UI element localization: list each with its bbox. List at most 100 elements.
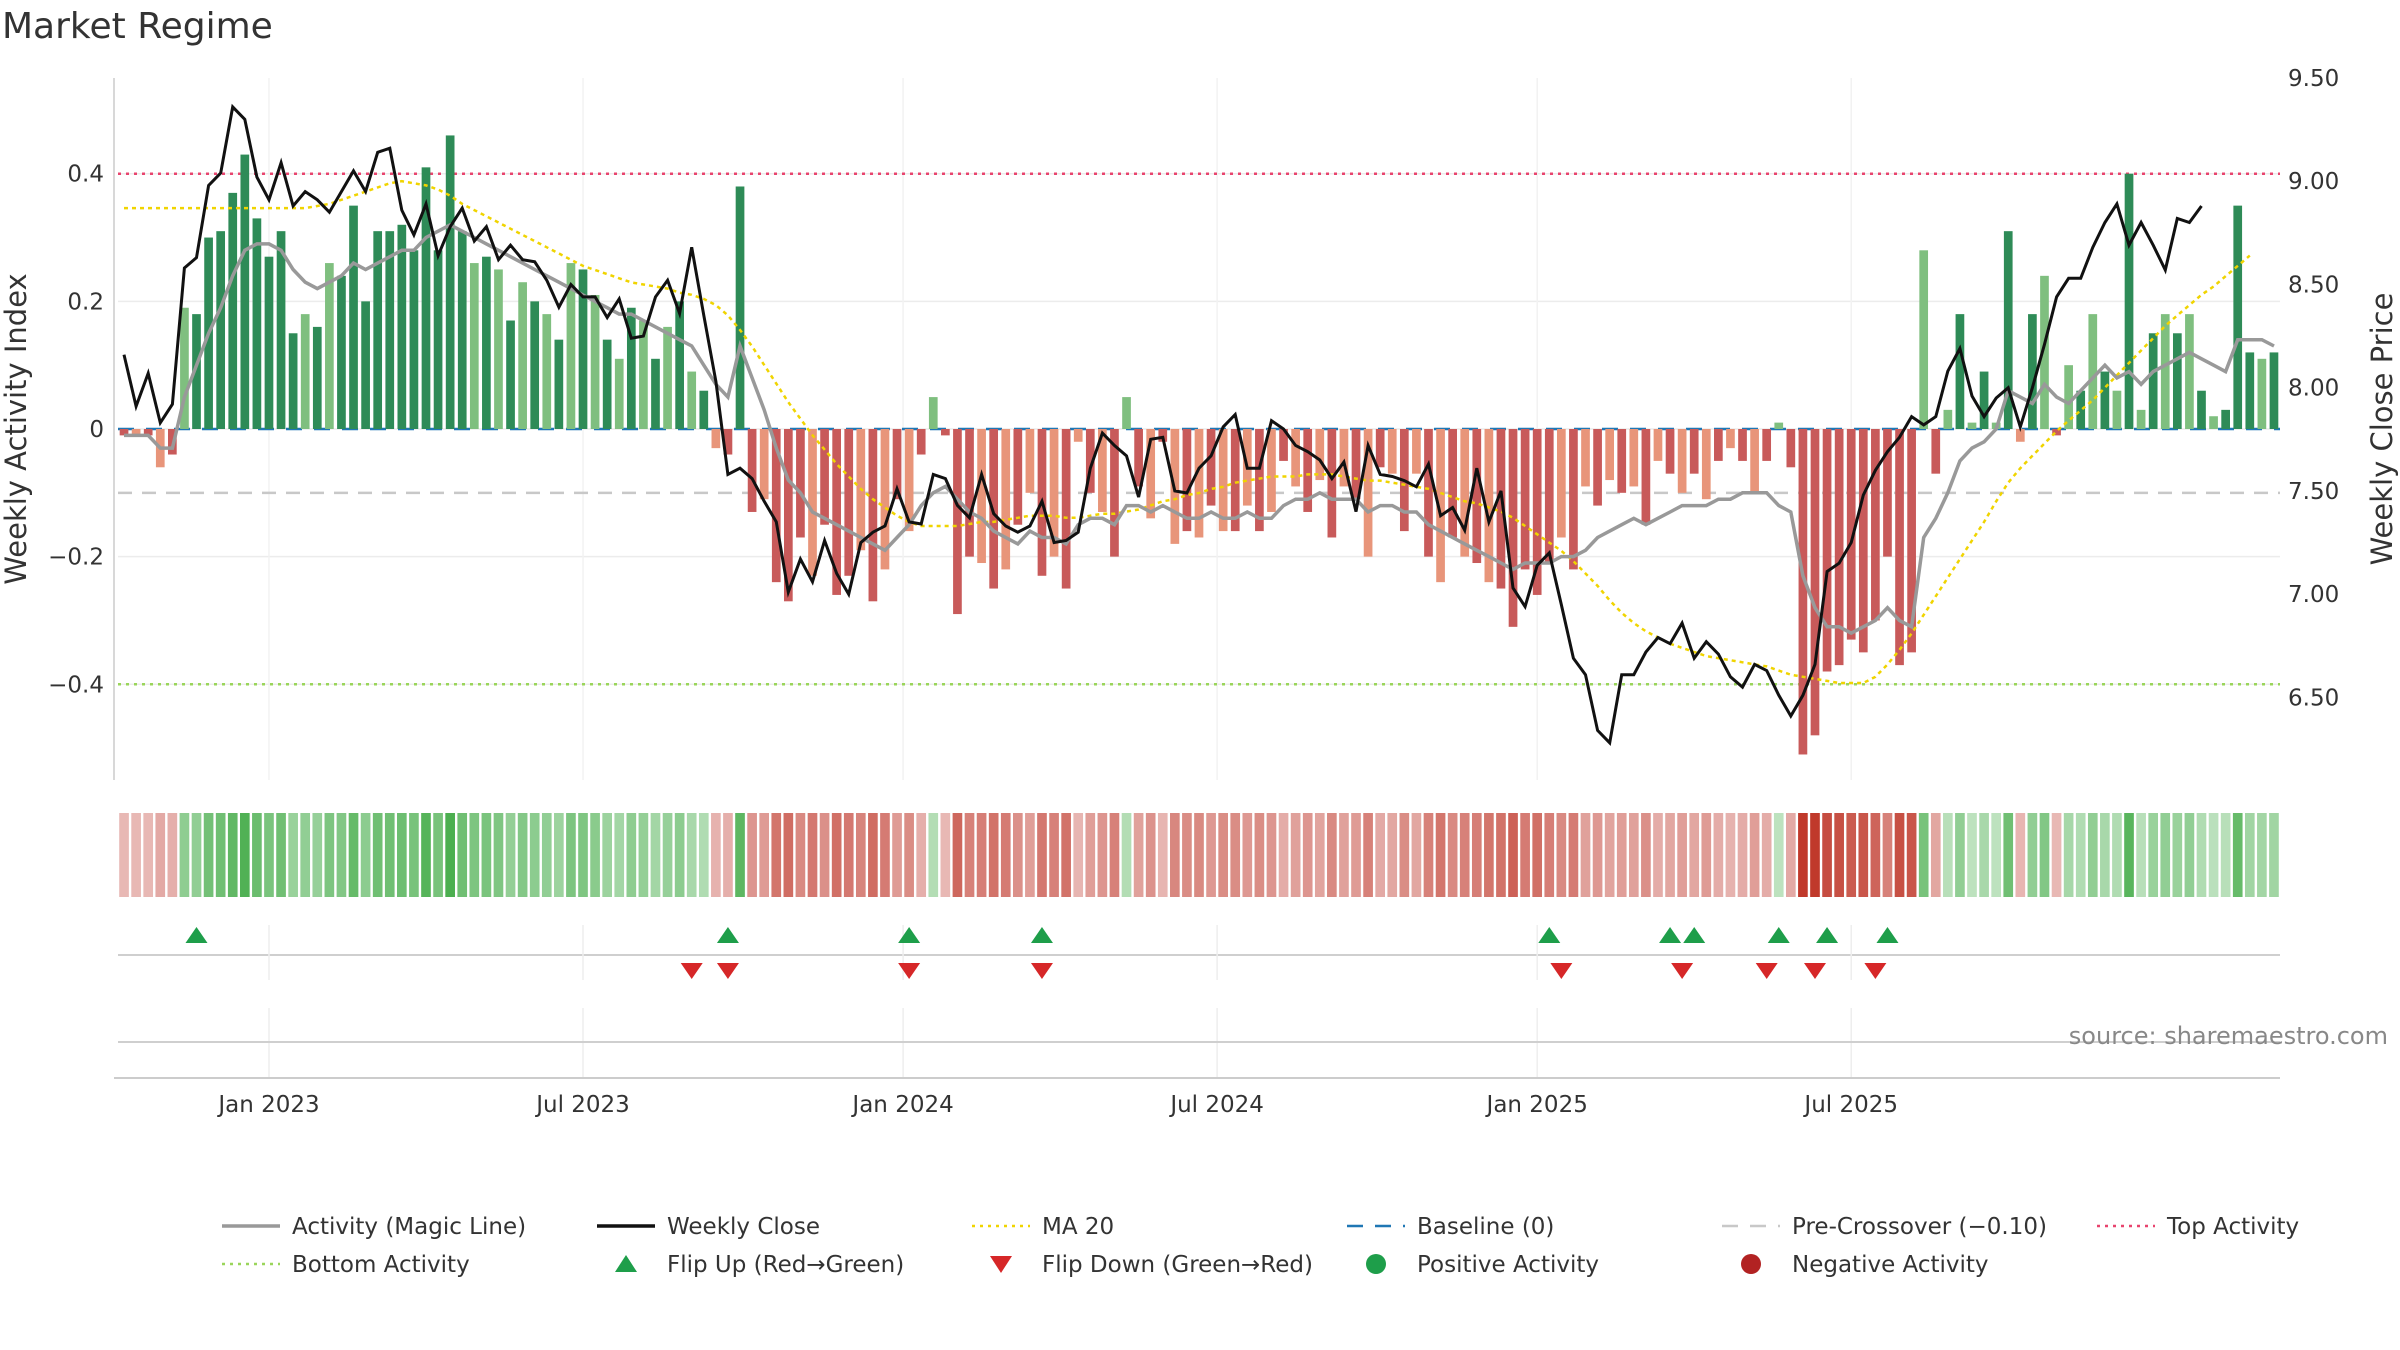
regime-cell — [1508, 813, 1518, 897]
activity-bar — [1967, 422, 1977, 429]
regime-cell — [493, 813, 504, 897]
activity-bar — [2185, 314, 2194, 429]
activity-bar — [1677, 429, 1687, 493]
y2-tick-label: 8.00 — [2288, 376, 2339, 402]
activity-bar — [1895, 429, 1904, 666]
regime-cell — [1363, 813, 1373, 897]
regime-cell — [662, 813, 673, 897]
activity-bar — [1532, 429, 1542, 595]
activity-bar — [1665, 429, 1675, 474]
regime-cell — [421, 813, 431, 897]
activity-bar — [1315, 429, 1325, 481]
activity-bar — [1846, 429, 1856, 640]
activity-bar — [2245, 352, 2255, 429]
flip-up-marker — [1683, 927, 1706, 943]
activity-bar — [1073, 429, 1083, 442]
regime-cell — [1278, 813, 1289, 897]
activity-bar — [180, 307, 189, 429]
activity-bar — [1653, 429, 1663, 461]
activity-bar — [2100, 371, 2110, 429]
activity-bar — [1134, 429, 1143, 487]
activity-bar — [2148, 333, 2158, 429]
regime-cell — [505, 813, 516, 897]
regime-cell — [638, 813, 649, 897]
regime-cell — [1810, 813, 1820, 897]
activity-bar — [252, 218, 262, 429]
chart-title: Market Regime — [2, 6, 273, 47]
regime-cell — [264, 813, 274, 897]
activity-bar — [216, 231, 226, 429]
y2-axis-label: Weekly Close Price — [2365, 293, 2399, 566]
regime-cell — [1641, 813, 1651, 897]
regime-cell — [988, 813, 999, 897]
activity-bar — [518, 282, 527, 429]
activity-bar — [663, 326, 672, 429]
regime-cell — [1339, 813, 1349, 897]
activity-bar — [1363, 429, 1373, 557]
activity-bar — [2269, 352, 2279, 429]
regime-cell — [2039, 813, 2050, 897]
regime-cell — [433, 813, 443, 897]
activity-bar — [1556, 429, 1566, 538]
activity-bar — [747, 429, 757, 512]
activity-bar — [1701, 429, 1711, 500]
legend-item: Bottom Activity — [222, 1252, 470, 1278]
regime-cell — [1930, 813, 1941, 897]
regime-cell — [2063, 813, 2074, 897]
regime-cell — [1616, 813, 1627, 897]
flip-up-marker — [1030, 927, 1053, 943]
activity-bar — [602, 339, 612, 429]
regime-cell — [602, 813, 612, 897]
y2-tick-label: 6.50 — [2288, 685, 2339, 711]
regime-cell — [2184, 813, 2195, 897]
flip-up-marker — [716, 927, 739, 943]
regime-cell — [529, 813, 540, 897]
y2-tick-label: 7.50 — [2288, 479, 2339, 505]
legend-label: Top Activity — [2166, 1214, 2299, 1240]
activity-bar — [1593, 429, 1602, 506]
regime-cell — [940, 813, 951, 897]
activity-bar — [1714, 429, 1723, 461]
activity-bar — [421, 167, 431, 429]
regime-cell — [686, 813, 697, 897]
regime-cell — [288, 813, 298, 897]
regime-cell — [1991, 813, 2001, 897]
regime-cell — [2160, 813, 2171, 897]
regime-cell — [1375, 813, 1386, 897]
regime-cell — [928, 813, 939, 897]
activity-bar — [1689, 429, 1699, 474]
activity-bar — [1303, 429, 1313, 512]
regime-cell — [445, 813, 455, 897]
activity-bar — [349, 205, 358, 429]
legend-swatch — [990, 1256, 1012, 1273]
activity-bar — [904, 429, 914, 532]
regime-cell — [759, 813, 770, 897]
regime-cell — [1327, 813, 1337, 897]
regime-cell — [1568, 813, 1579, 897]
legend-label: Flip Up (Red→Green) — [667, 1252, 904, 1278]
activity-bar — [337, 275, 346, 429]
activity-bar — [1738, 429, 1747, 461]
regime-cell — [952, 813, 963, 897]
regime-cell — [1858, 813, 1869, 897]
flip-down-marker — [1030, 963, 1053, 979]
activity-bar — [699, 390, 709, 429]
activity-bar — [119, 429, 129, 436]
activity-bar — [711, 429, 721, 449]
regime-cell — [2075, 813, 2086, 897]
regime-cell — [2220, 813, 2231, 897]
regime-cell — [1556, 813, 1567, 897]
activity-bar — [1810, 429, 1820, 736]
activity-bar — [1460, 429, 1470, 557]
flip-down-marker — [1755, 963, 1778, 979]
regime-cell — [1399, 813, 1410, 897]
activity-bar — [1617, 429, 1627, 493]
regime-cell — [1037, 813, 1047, 897]
activity-bar — [614, 358, 624, 429]
legend-item: Pre-Crossover (−0.10) — [1722, 1214, 2047, 1240]
regime-cell — [1109, 813, 1120, 897]
activity-bar — [1750, 429, 1759, 493]
regime-cell — [1145, 813, 1156, 897]
regime-cell — [976, 813, 987, 897]
